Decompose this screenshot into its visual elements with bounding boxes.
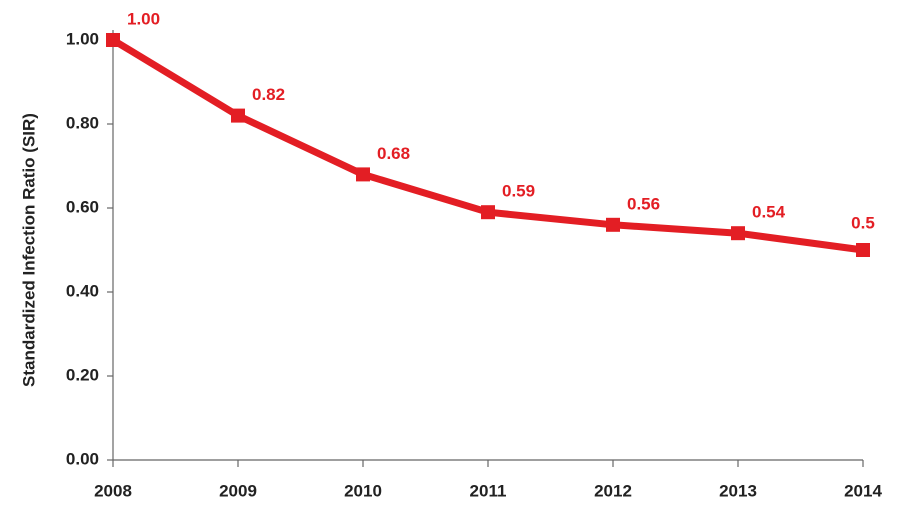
x-tick-label: 2014 [844,481,882,500]
point-marker [231,108,245,123]
point-marker [106,33,120,47]
y-tick-label: 0.00 [66,449,99,468]
point-marker [356,167,370,182]
data-label: 1.00 [127,9,160,28]
data-label: 0.54 [752,203,786,222]
x-tick-label: 2013 [719,481,757,500]
y-tick-label: 1.00 [66,29,99,48]
data-label: 0.82 [252,85,285,104]
x-tick-label: 2010 [344,481,382,500]
point-marker [481,205,495,220]
x-tick-label: 2011 [470,481,507,500]
data-label: 0.5 [851,213,875,232]
y-tick-label: 0.40 [66,281,99,300]
data-label: 0.68 [377,144,410,163]
y-tick-label: 0.60 [66,197,99,216]
point-marker [731,226,745,241]
x-tick-label: 2008 [94,481,132,500]
data-label: 0.56 [627,194,660,213]
x-tick-label: 2009 [219,481,257,500]
data-label: 0.59 [502,182,535,201]
y-tick-label: 0.80 [66,113,99,132]
point-marker [606,217,620,232]
x-tick-label: 2012 [594,481,632,500]
y-axis-label: Standardized Infection Ratio (SIR) [19,113,38,387]
point-marker [856,243,870,257]
y-tick-label: 0.20 [66,365,99,384]
